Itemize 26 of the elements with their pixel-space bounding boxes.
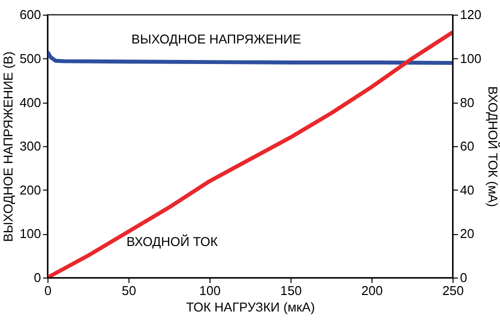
y-tick-label: 0 xyxy=(34,270,42,286)
y-tick-label: 500 xyxy=(20,50,42,66)
x-tick-label: 150 xyxy=(280,282,302,298)
y2-tick-label: 0 xyxy=(460,270,468,286)
line-series xyxy=(47,50,453,65)
y-tick-label: 600 xyxy=(20,7,42,22)
x-tick-label: 0 xyxy=(44,282,52,298)
series-label: ВЫХОДНОЕ НАПРЯЖЕНИЕ xyxy=(131,31,302,46)
y2-tick-label: 60 xyxy=(460,138,474,154)
y-tick-label: 100 xyxy=(20,226,42,242)
y2-tick-label: 120 xyxy=(460,7,482,22)
x-tick-label: 100 xyxy=(199,282,221,298)
y-tick-label: 300 xyxy=(20,138,42,154)
y2-axis-title: ВХОДНОЙ ТОК (мА) xyxy=(485,86,500,208)
y2-tick-label: 40 xyxy=(460,182,474,198)
x-tick-label: 50 xyxy=(122,282,136,298)
y-axis-title: ВЫХОДНОЕ НАПРЯЖЕНИЕ (В) xyxy=(0,51,16,242)
y-tick-label: 400 xyxy=(20,94,42,110)
y2-tick-label: 100 xyxy=(460,50,482,66)
y2-tick-label: 80 xyxy=(460,94,474,110)
x-axis-title: ТОК НАГРУЗКИ (мкА) xyxy=(186,300,315,315)
y2-tick-label: 20 xyxy=(460,226,474,242)
x-tick-label: 250 xyxy=(442,282,464,298)
x-tick-label: 200 xyxy=(361,282,383,298)
series-label: ВХОДНОЙ ТОК xyxy=(126,234,218,249)
y-tick-label: 200 xyxy=(20,182,42,198)
